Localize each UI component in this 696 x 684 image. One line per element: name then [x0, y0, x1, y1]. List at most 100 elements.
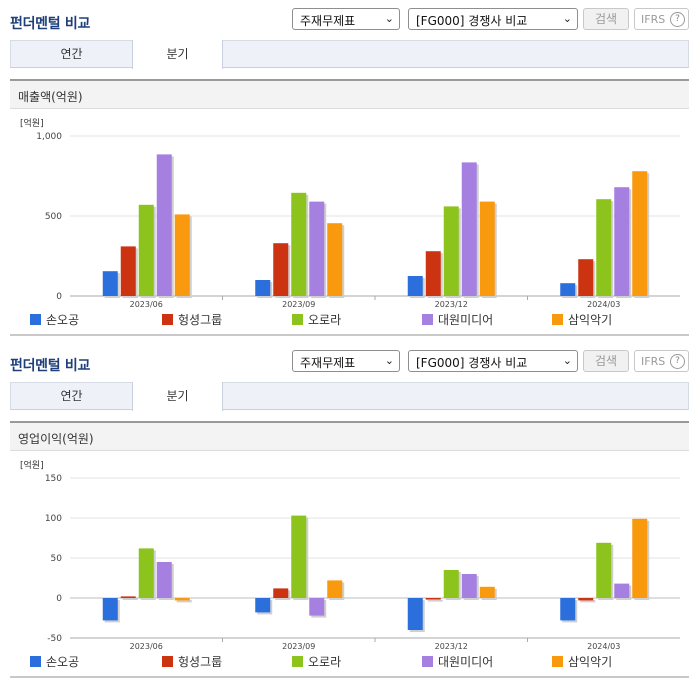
bar[interactable]	[425, 598, 441, 600]
y-tick-label: 50	[51, 554, 63, 564]
bar-shadow	[122, 598, 138, 600]
fundamental-panel-sales: 펀더멘털 비교 주재무제표 ⌄ [FG000] 경쟁사 비교 ⌄ 검색 IFRS…	[10, 8, 689, 336]
bar[interactable]	[614, 187, 630, 296]
legend-item[interactable]: 손오공	[30, 654, 79, 670]
legend-label: 헝셩그룹	[178, 655, 223, 669]
y-unit-label: [억원]	[20, 117, 44, 129]
bar[interactable]	[255, 598, 271, 613]
legend-label: 삼익악기	[568, 655, 613, 669]
bar[interactable]	[255, 280, 271, 296]
y-tick-label: 150	[45, 474, 62, 484]
bar[interactable]	[407, 598, 423, 630]
legend-swatch	[162, 656, 173, 667]
legend-item[interactable]: 삼익악기	[552, 312, 612, 328]
bar[interactable]	[443, 570, 459, 598]
bar[interactable]	[560, 283, 576, 296]
ifrs-button[interactable]: IFRS ?	[634, 350, 689, 372]
legend-swatch	[292, 656, 303, 667]
peer-group-select[interactable]: [FG000] 경쟁사 비교 ⌄	[408, 8, 578, 30]
bar[interactable]	[156, 154, 172, 296]
legend-label: 삼익악기	[568, 313, 613, 327]
peer-group-select[interactable]: [FG000] 경쟁사 비교 ⌄	[408, 350, 578, 372]
bar[interactable]	[138, 204, 154, 296]
bar[interactable]	[138, 548, 154, 598]
x-tick-label: 2024/03	[587, 300, 620, 309]
y-tick-label: 0	[56, 594, 62, 604]
bar[interactable]	[174, 598, 190, 601]
operating-profit-bar-chart: [억원] -50 0 50 100 150 2023/06 2023/09 2023/12 202…	[20, 459, 680, 651]
bar[interactable]	[479, 201, 495, 296]
section-title: 영업이익(억원)	[18, 432, 94, 446]
bar[interactable]	[443, 206, 459, 296]
help-icon[interactable]: ?	[670, 12, 685, 27]
bar[interactable]	[309, 598, 325, 616]
bar[interactable]	[120, 596, 136, 598]
bar[interactable]	[156, 562, 172, 598]
tab-quarterly[interactable]: 분기	[132, 40, 223, 69]
bar[interactable]	[614, 583, 630, 598]
ifrs-label: IFRS	[641, 13, 666, 26]
bar[interactable]	[596, 199, 612, 296]
tab-annual[interactable]: 연간	[60, 389, 83, 403]
divider	[10, 334, 689, 336]
bar[interactable]	[273, 243, 289, 296]
legend-label: 오로라	[308, 655, 342, 669]
statement-type-select[interactable]: 주재무제표 ⌄	[292, 8, 400, 30]
fundamental-panel-operating-profit: 펀더멘털 비교 주재무제표 ⌄ [FG000] 경쟁사 비교 ⌄ 검색 IFRS…	[0, 342, 696, 684]
bar[interactable]	[291, 192, 307, 296]
x-tick-label: 2023/06	[130, 642, 163, 651]
legend-label: 손오공	[46, 655, 80, 669]
operating-profit-chart: [억원] -50 0 50 100 150 2023/06 2023/09 2023/12 202…	[0, 452, 696, 656]
tab-annual[interactable]: 연간	[60, 47, 83, 61]
bar[interactable]	[425, 251, 441, 296]
bar[interactable]	[479, 586, 495, 598]
bar[interactable]	[461, 574, 477, 598]
x-tick-label: 2024/03	[587, 642, 620, 651]
bar[interactable]	[407, 276, 423, 296]
bar[interactable]	[578, 259, 594, 296]
legend-item[interactable]: 헝셩그룹	[162, 312, 222, 328]
period-tabs: 연간 분기	[10, 382, 689, 411]
panel-title: 펀더멘털 비교	[10, 16, 91, 32]
period-tabs: 연간 분기	[10, 40, 689, 69]
x-tick-label: 2023/12	[435, 300, 468, 309]
bar[interactable]	[174, 214, 190, 296]
chevron-down-icon: ⌄	[384, 354, 394, 367]
legend-label: 대원미디어	[438, 313, 494, 327]
panel-header: 펀더멘털 비교 주재무제표 ⌄ [FG000] 경쟁사 비교 ⌄ 검색 IFRS…	[0, 342, 696, 382]
bar[interactable]	[578, 598, 594, 601]
bar[interactable]	[273, 588, 289, 598]
legend-item[interactable]: 대원미디어	[422, 654, 493, 670]
bar[interactable]	[560, 598, 576, 621]
legend-item[interactable]: 손오공	[30, 312, 79, 328]
search-button[interactable]: 검색	[583, 8, 629, 30]
legend-item[interactable]: 대원미디어	[422, 312, 493, 328]
bar-shadow	[427, 600, 443, 602]
legend-label: 헝셩그룹	[178, 313, 223, 327]
ifrs-button[interactable]: IFRS ?	[634, 8, 689, 30]
bar[interactable]	[461, 162, 477, 296]
bar[interactable]	[632, 518, 648, 598]
legend-item[interactable]: 오로라	[292, 654, 341, 670]
bar[interactable]	[327, 223, 343, 296]
bar[interactable]	[327, 580, 343, 598]
bar[interactable]	[632, 171, 648, 296]
legend-item[interactable]: 삼익악기	[552, 654, 612, 670]
bar[interactable]	[596, 542, 612, 598]
legend-item[interactable]: 오로라	[292, 312, 341, 328]
bar[interactable]	[120, 246, 136, 296]
y-tick-label: -50	[47, 634, 62, 644]
legend-swatch	[292, 314, 303, 325]
search-button[interactable]: 검색	[583, 350, 629, 372]
legend-item[interactable]: 헝셩그룹	[162, 654, 222, 670]
tab-quarterly[interactable]: 분기	[132, 382, 223, 411]
y-tick-label: 100	[45, 514, 62, 524]
section-header: 매출액(억원)	[10, 79, 689, 109]
bar[interactable]	[309, 201, 325, 296]
bar[interactable]	[291, 515, 307, 598]
bar[interactable]	[102, 598, 118, 621]
bar[interactable]	[102, 271, 118, 296]
help-icon[interactable]: ?	[670, 354, 685, 369]
y-tick-label: 500	[45, 212, 62, 222]
statement-type-select[interactable]: 주재무제표 ⌄	[292, 350, 400, 372]
